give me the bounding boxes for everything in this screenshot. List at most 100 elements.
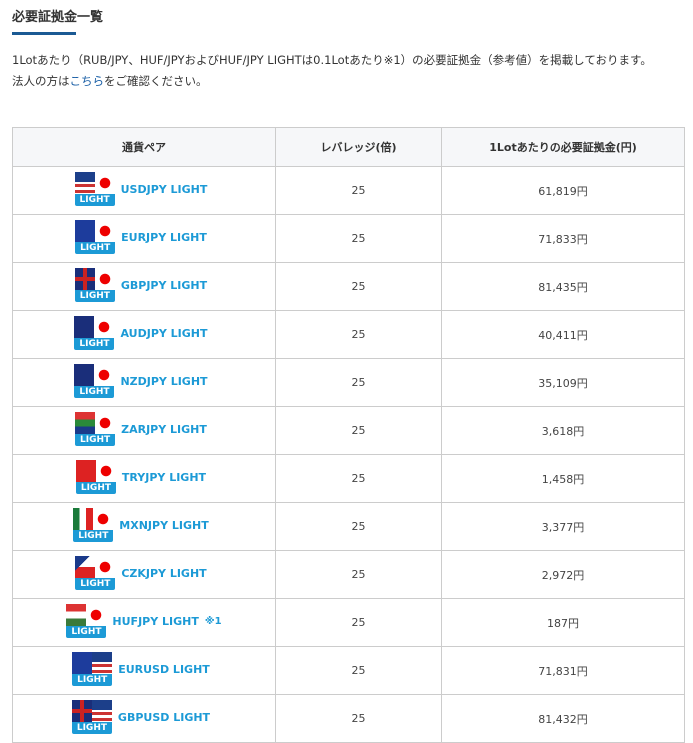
margin-cell: 40,411円 (441, 310, 685, 359)
margin-cell: 3,618円 (441, 406, 685, 455)
header-margin: 1Lotあたりの必要証拠金(円) (441, 127, 685, 167)
flag-jpy-icon (94, 268, 115, 290)
light-badge: LIGHT (71, 722, 112, 734)
flag-gbp-icon (71, 700, 92, 722)
leverage-cell: 25 (275, 646, 442, 695)
table-row: LIGHT USDJPY LIGHT 25 61,819円 (12, 166, 685, 215)
header-leverage: レバレッジ(倍) (275, 127, 442, 167)
margin-cell: 71,831円 (441, 646, 685, 695)
leverage-cell: 25 (275, 310, 442, 359)
pair-link[interactable]: LIGHT EURJPY LIGHT (75, 220, 213, 254)
pair-name: EURUSD LIGHT (118, 662, 210, 676)
margin-table: 通貨ペア レバレッジ(倍) 1Lotあたりの必要証拠金(円) LIGHT USD… (12, 127, 685, 743)
currency-flag-icon: LIGHT (72, 652, 113, 686)
pair-cell: LIGHT ZARJPY LIGHT (12, 406, 276, 455)
flag-usd-icon (74, 172, 95, 194)
flag-czk-icon (75, 556, 96, 578)
light-badge: LIGHT (74, 290, 115, 302)
pair-link[interactable]: LIGHT NZDJPY LIGHT (74, 364, 213, 398)
light-badge: LIGHT (75, 242, 116, 254)
margin-cell: 71,833円 (441, 214, 685, 263)
leverage-cell: 25 (275, 358, 442, 407)
flag-zar-icon (75, 412, 96, 434)
pair-cell: LIGHT EURJPY LIGHT (12, 214, 276, 263)
currency-flag-icon: LIGHT (75, 460, 116, 494)
pair-cell: LIGHT GBPUSD LIGHT (12, 694, 276, 743)
pair-link[interactable]: LIGHT GBPJPY LIGHT (74, 268, 213, 302)
pair-link[interactable]: LIGHT USDJPY LIGHT (74, 172, 214, 206)
flag-try-icon (75, 460, 96, 482)
table-row: LIGHT GBPJPY LIGHT 25 81,435円 (12, 262, 685, 311)
flag-eur-icon (72, 652, 93, 674)
currency-flag-icon: LIGHT (75, 220, 116, 254)
light-badge: LIGHT (75, 434, 116, 446)
pair-name: HUFJPY LIGHT (112, 614, 199, 628)
margin-cell: 1,458円 (441, 454, 685, 503)
light-badge: LIGHT (73, 530, 114, 542)
pair-name: NZDJPY LIGHT (120, 374, 208, 388)
text: 法人の方は (12, 74, 70, 88)
leverage-cell: 25 (275, 454, 442, 503)
currency-flag-icon: LIGHT (74, 172, 115, 206)
flag-usd-icon (91, 700, 112, 722)
currency-flag-icon: LIGHT (75, 412, 116, 446)
flag-mxn-icon (73, 508, 94, 530)
margin-cell: 81,435円 (441, 262, 685, 311)
description-line1: 1Lotあたり（RUB/JPY、HUF/JPYおよびHUF/JPY LIGHTは… (12, 53, 652, 67)
table-row: LIGHT MXNJPY LIGHT 25 3,377円 (12, 502, 685, 551)
table-row: LIGHT CZKJPY LIGHT 25 2,972円 (12, 550, 685, 599)
margin-cell: 81,432円 (441, 694, 685, 743)
pair-name: CZKJPY LIGHT (121, 566, 207, 580)
pair-cell: LIGHT NZDJPY LIGHT (12, 358, 276, 407)
margin-cell: 2,972円 (441, 550, 685, 599)
margin-cell: 35,109円 (441, 358, 685, 407)
leverage-cell: 25 (275, 406, 442, 455)
pair-link[interactable]: LIGHT HUFJPY LIGHT ※1 (66, 604, 222, 638)
leverage-cell: 25 (275, 262, 442, 311)
pair-name: USDJPY LIGHT (120, 182, 208, 196)
light-badge: LIGHT (66, 626, 107, 638)
pair-name: EURJPY LIGHT (121, 230, 207, 244)
light-badge: LIGHT (74, 386, 115, 398)
light-badge: LIGHT (75, 578, 116, 590)
table-row: LIGHT ZARJPY LIGHT 25 3,618円 (12, 406, 685, 455)
pair-name: MXNJPY LIGHT (119, 518, 209, 532)
margin-cell: 3,377円 (441, 502, 685, 551)
table-row: LIGHT EURJPY LIGHT 25 71,833円 (12, 214, 685, 263)
flag-jpy-icon (94, 172, 115, 194)
text: をご確認ください。 (104, 74, 208, 88)
pair-link[interactable]: LIGHT TRYJPY LIGHT (75, 460, 212, 494)
pair-link[interactable]: LIGHT CZKJPY LIGHT (75, 556, 212, 590)
flag-gbp-icon (74, 268, 95, 290)
pair-link[interactable]: LIGHT EURUSD LIGHT (72, 652, 216, 686)
title-underline (12, 32, 76, 35)
header-pair: 通貨ペア (12, 127, 276, 167)
pair-cell: LIGHT GBPJPY LIGHT (12, 262, 276, 311)
flag-huf-icon (66, 604, 87, 626)
flag-jpy-icon (95, 220, 116, 242)
leverage-cell: 25 (275, 694, 442, 743)
pair-cell: LIGHT USDJPY LIGHT (12, 166, 276, 215)
pair-cell: LIGHT CZKJPY LIGHT (12, 550, 276, 599)
flag-jpy-icon (94, 364, 115, 386)
leverage-cell: 25 (275, 550, 442, 599)
flag-eur-icon (75, 220, 96, 242)
flag-jpy-icon (93, 508, 114, 530)
pair-link[interactable]: LIGHT GBPUSD LIGHT (71, 700, 216, 734)
pair-cell: LIGHT MXNJPY LIGHT (12, 502, 276, 551)
pair-link[interactable]: LIGHT AUDJPY LIGHT (74, 316, 213, 350)
currency-flag-icon: LIGHT (73, 508, 114, 542)
pair-note: ※1 (204, 615, 222, 627)
pair-name: AUDJPY LIGHT (120, 326, 208, 340)
table-row: LIGHT GBPUSD LIGHT 25 81,432円 (12, 694, 685, 743)
pair-name: TRYJPY LIGHT (121, 470, 207, 484)
flag-jpy-icon (86, 604, 107, 626)
margin-cell: 61,819円 (441, 166, 685, 215)
corporate-link[interactable]: こちら (69, 74, 105, 88)
pair-link[interactable]: LIGHT MXNJPY LIGHT (73, 508, 214, 542)
pair-link[interactable]: LIGHT ZARJPY LIGHT (75, 412, 213, 446)
description-line2: 法人の方はこちらをご確認ください。 (12, 71, 687, 92)
currency-flag-icon: LIGHT (74, 364, 115, 398)
pair-cell: LIGHT TRYJPY LIGHT (12, 454, 276, 503)
currency-flag-icon: LIGHT (71, 700, 112, 734)
